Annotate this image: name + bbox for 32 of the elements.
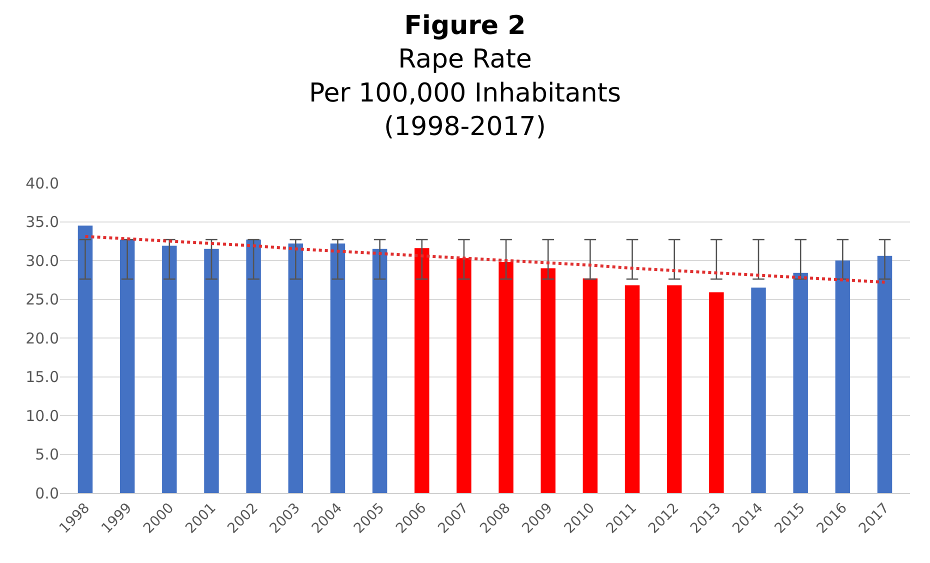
bar	[666, 285, 682, 493]
y-tick-label: 25.0	[26, 290, 59, 308]
bar	[624, 285, 640, 493]
bar	[414, 248, 430, 493]
y-tick-label: 15.0	[26, 368, 59, 386]
bar	[456, 258, 472, 493]
bar	[372, 248, 388, 493]
bar	[582, 278, 598, 493]
bar	[751, 288, 766, 493]
chart-title: Figure 2	[404, 10, 526, 41]
y-tick-label: 0.0	[35, 484, 59, 502]
y-tick-label: 35.0	[26, 213, 59, 231]
y-tick-label: 30.0	[26, 252, 59, 270]
bar	[540, 268, 556, 493]
bar	[498, 262, 514, 493]
bar	[709, 292, 724, 493]
y-tick-label: 40.0	[26, 174, 59, 192]
bar	[288, 243, 304, 493]
bar	[78, 226, 93, 493]
y-tick-label: 20.0	[26, 329, 59, 348]
bar	[877, 256, 892, 493]
bar	[204, 248, 219, 493]
bar	[793, 272, 808, 493]
bar	[120, 240, 135, 493]
bar	[162, 246, 177, 493]
bar	[330, 243, 346, 493]
y-tick-label: 5.0	[35, 446, 59, 464]
line-series	[84, 234, 886, 284]
chart-subtitle: Rape Rate Per 100,000 Inhabitants (1998-2017)	[308, 44, 622, 142]
y-tick-label: 10.0	[26, 406, 59, 425]
bar	[246, 240, 261, 493]
bar	[835, 260, 850, 493]
